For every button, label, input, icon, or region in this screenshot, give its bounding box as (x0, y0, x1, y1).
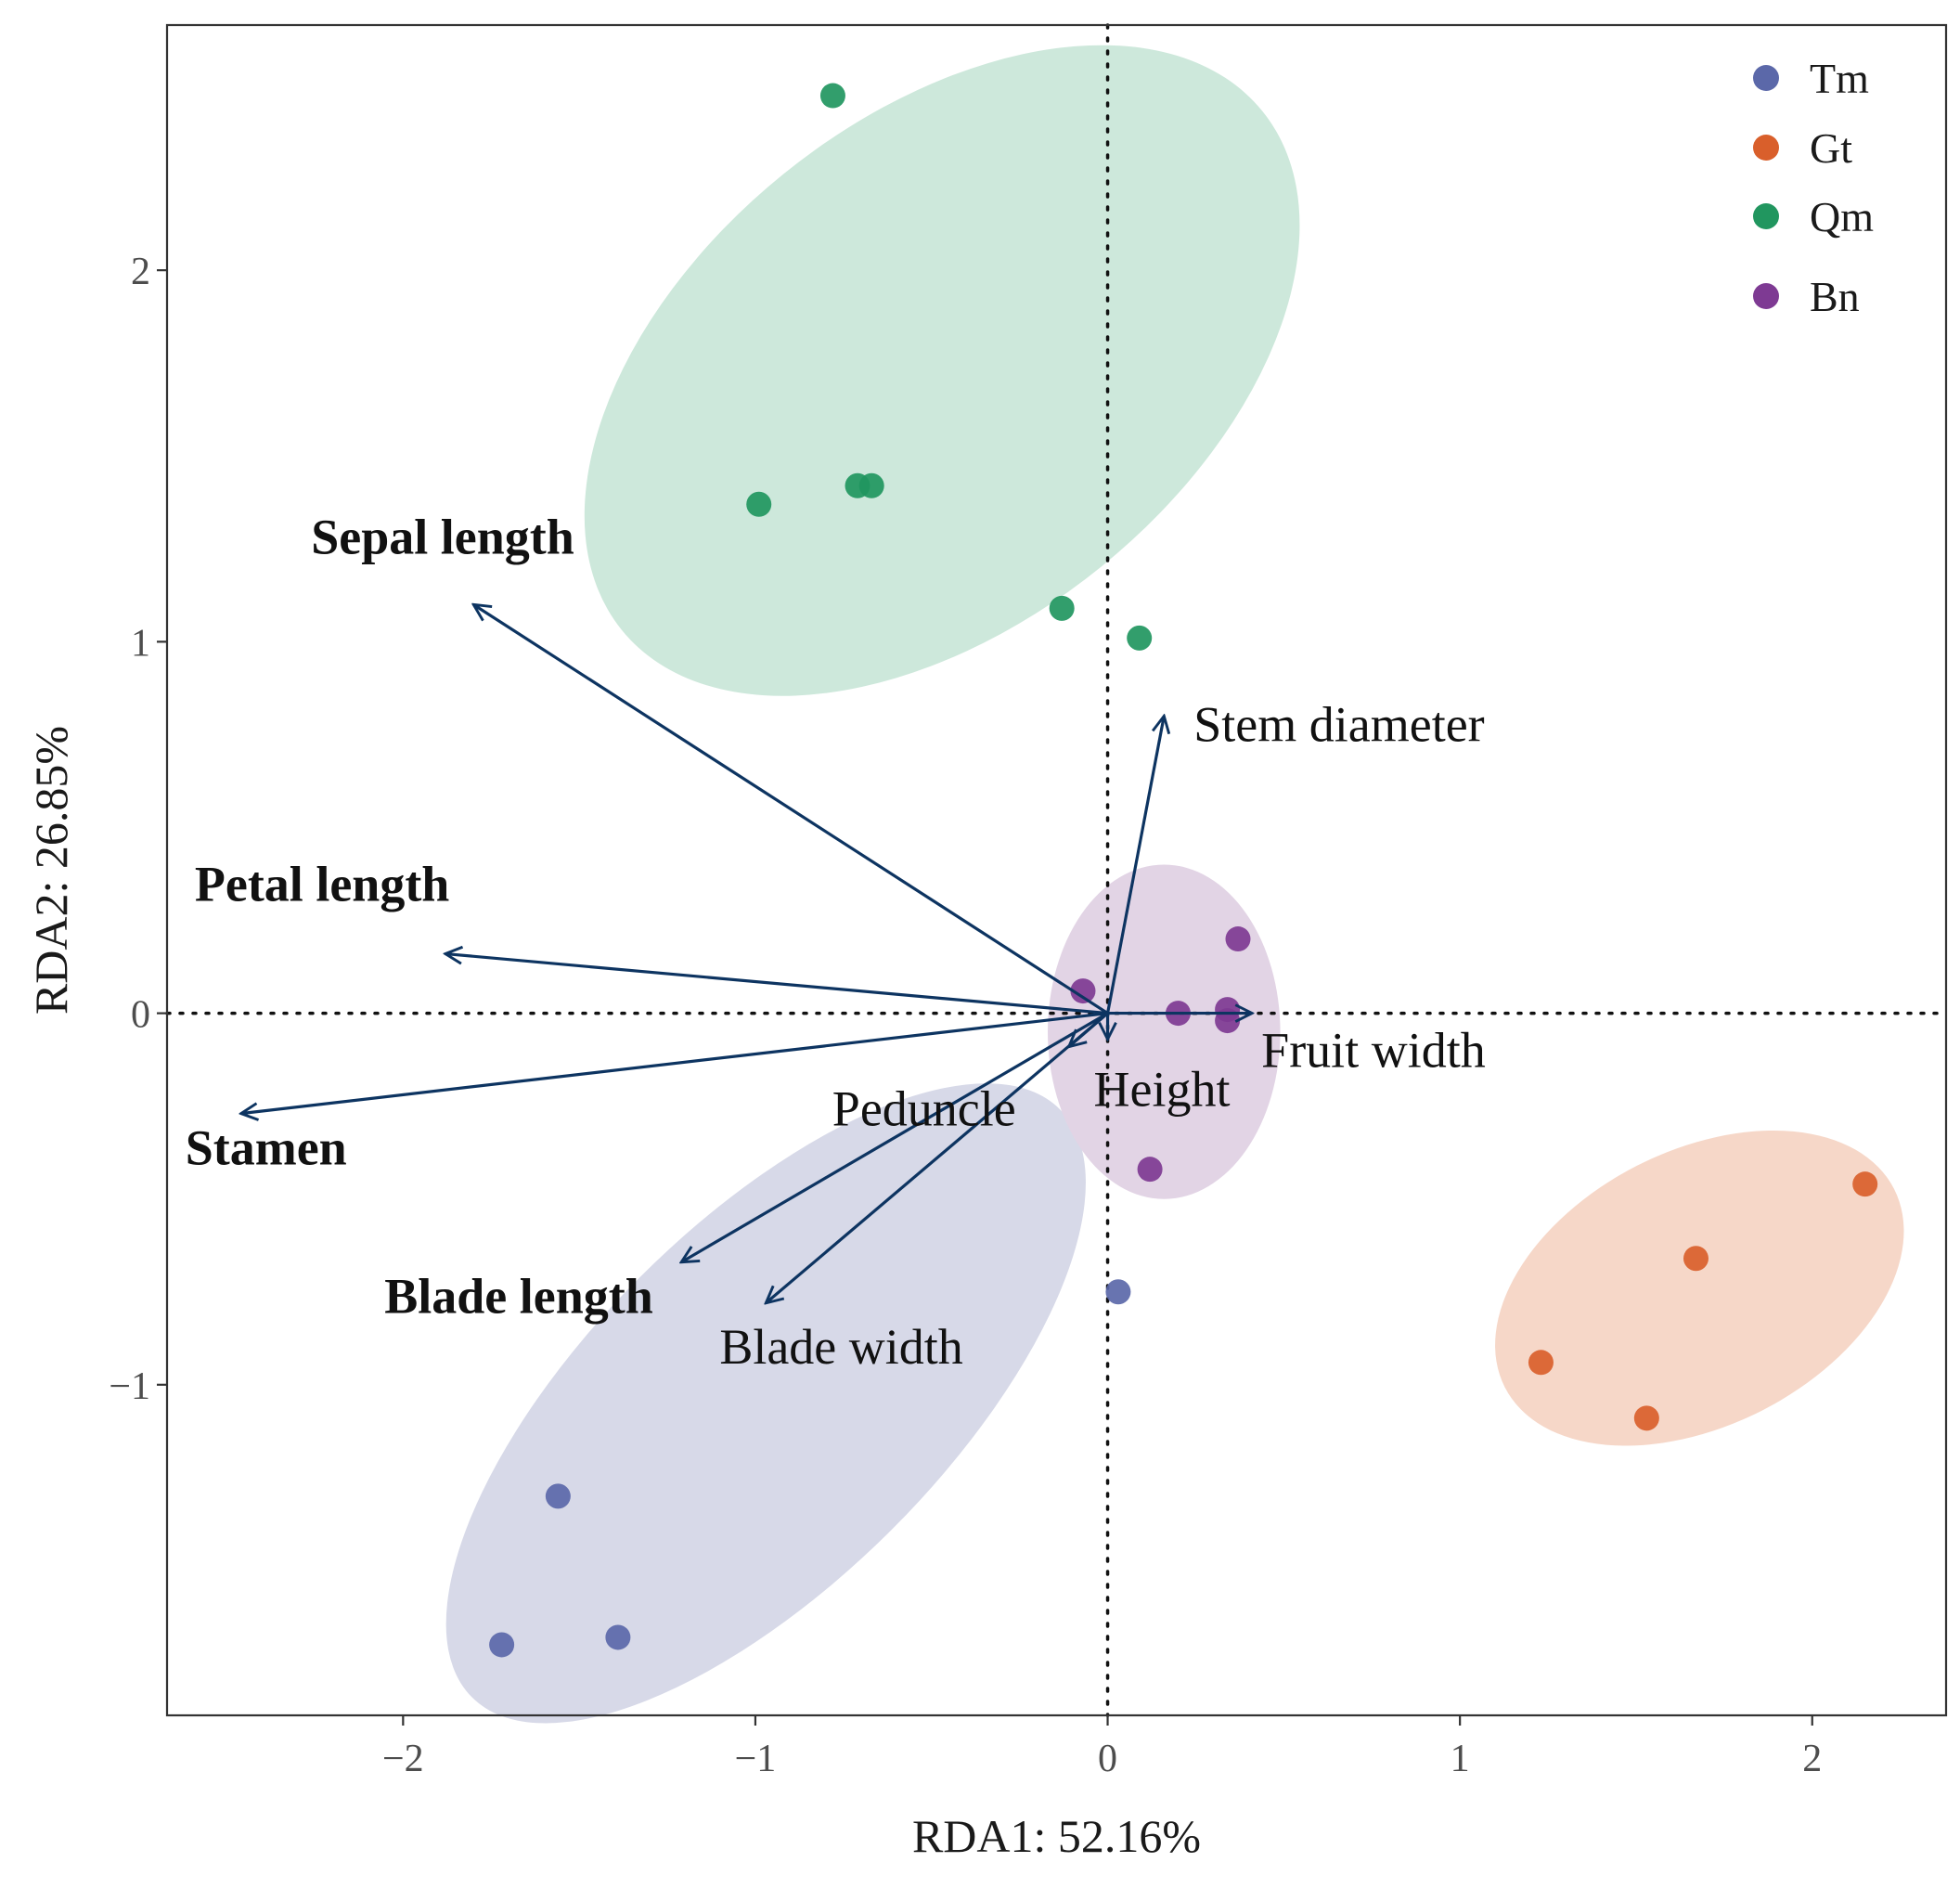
legend-label-gt: Gt (1810, 124, 1852, 172)
legend-label-qm: Qm (1810, 193, 1874, 240)
legend-key-gt (1753, 135, 1779, 161)
point-qm-4 (858, 472, 884, 498)
vector-arrow-blade-width (766, 1012, 1109, 1303)
vector-label-height: Height (1094, 1062, 1231, 1118)
vector-arrow-stamen (241, 1011, 1108, 1114)
vector-label-stem-diameter: Stem diameter (1193, 696, 1484, 752)
ellipse-tm (445, 1083, 1086, 1724)
x-tick-label: 0 (1098, 1738, 1117, 1780)
legend-key-qm (1753, 203, 1779, 229)
point-gt-2 (1683, 1246, 1709, 1272)
x-tick-label: −2 (382, 1738, 424, 1780)
legend-key-bn (1753, 283, 1779, 309)
vector-label-blade-width: Blade width (719, 1319, 962, 1375)
y-tick-label: 2 (131, 251, 150, 293)
x-axis-title: RDA1: 52.16% (912, 1810, 1201, 1862)
point-tm-2 (545, 1483, 571, 1509)
x-tick-label: 1 (1451, 1738, 1470, 1780)
vector-label-peduncle: Peduncle (832, 1081, 1016, 1137)
point-bn-6 (1137, 1157, 1163, 1183)
point-tm-1 (1105, 1279, 1131, 1305)
y-tick-label: 1 (131, 622, 150, 665)
point-gt-1 (1852, 1171, 1878, 1197)
x-tick-label: 2 (1802, 1738, 1822, 1780)
vector-arrow-sepal-length (473, 604, 1109, 1015)
point-qm-5 (1049, 595, 1075, 621)
ellipse-gt (1495, 1130, 1904, 1446)
vector-label-sepal-length: Sepal length (311, 509, 574, 564)
point-gt-4 (1633, 1405, 1659, 1431)
plot-panel-border (165, 23, 1948, 1717)
y-tick-label: −1 (109, 1365, 150, 1408)
vector-arrow-peduncle (1069, 1012, 1109, 1047)
vector-arrow-blade-length (681, 1012, 1109, 1262)
point-bn-1 (1225, 926, 1251, 952)
point-qm-2 (746, 491, 772, 517)
legend-label-bn: Bn (1810, 273, 1860, 320)
ellipse-bn (1048, 864, 1281, 1199)
vector-label-stamen: Stamen (186, 1120, 347, 1176)
vector-label-fruit-width: Fruit width (1261, 1023, 1486, 1079)
legend-key-tm (1753, 65, 1779, 91)
point-tm-4 (605, 1624, 631, 1650)
point-bn-2 (1070, 978, 1096, 1004)
vector-arrow-petal-length (445, 954, 1108, 1015)
vector-label-petal-length: Petal length (195, 857, 449, 912)
vector-label-blade-length: Blade length (384, 1269, 653, 1325)
y-axis-title: RDA2: 26.85% (25, 726, 77, 1015)
point-tm-3 (489, 1632, 515, 1658)
point-qm-6 (1127, 625, 1153, 651)
vector-arrow-stem-diameter (1105, 716, 1165, 1014)
point-gt-3 (1528, 1350, 1554, 1376)
legend-label-tm: Tm (1810, 55, 1869, 102)
x-tick-label: −1 (735, 1738, 777, 1780)
ellipse-qm (584, 45, 1300, 696)
point-qm-1 (819, 83, 845, 109)
y-tick-label: 0 (131, 994, 150, 1037)
